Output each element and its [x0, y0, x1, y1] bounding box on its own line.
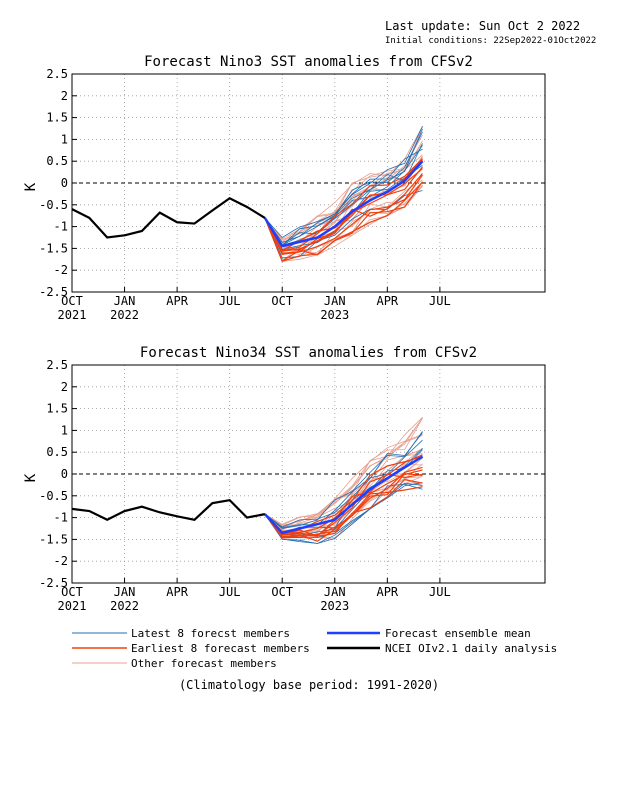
ensemble-mean-line: [263, 455, 424, 535]
earliest-member-line: [264, 466, 423, 536]
latest-member-line: [264, 143, 423, 246]
y-tick-label: -1.5: [39, 532, 68, 546]
latest-member-line: [264, 131, 423, 243]
other-member-line: [264, 417, 423, 526]
chart-title: Forecast Nino3 SST anomalies from CFSv2: [144, 54, 473, 70]
legend-obs-label: NCEI OIv2.1 daily analysis: [385, 642, 557, 655]
observed-analysis-line: [71, 196, 266, 239]
earliest-member-line: [264, 181, 423, 262]
y-tick-label: 0: [61, 467, 68, 481]
latest-member-line: [264, 439, 423, 529]
legend-latest-label: Latest 8 forecst members: [131, 627, 290, 640]
x-tick-year-label: 2021: [58, 308, 87, 322]
y-axis-label: K: [23, 473, 39, 482]
y-tick-label: 1.5: [46, 402, 68, 416]
x-tick-label: OCT: [271, 294, 293, 308]
earliest-member-line: [264, 181, 423, 262]
y-tick-label: 2: [61, 89, 68, 103]
latest-member-line: [264, 483, 423, 544]
x-tick-year-label: 2022: [110, 308, 139, 322]
x-tick-label: APR: [376, 294, 398, 308]
x-tick-label: JUL: [429, 294, 451, 308]
y-tick-label: 0.5: [46, 154, 68, 168]
x-tick-label: JAN: [114, 585, 136, 599]
y-tick-label: 1: [61, 423, 68, 437]
legend: Latest 8 forecst members Earliest 8 fore…: [72, 627, 557, 670]
x-tick-label: JAN: [324, 294, 346, 308]
y-tick-label: -0.5: [39, 489, 68, 503]
x-tick-label: JAN: [324, 585, 346, 599]
x-tick-label: OCT: [271, 585, 293, 599]
nino34-panel: Forecast Nino34 SST anomalies from CFSv2…: [23, 345, 546, 613]
other-member-line: [264, 154, 423, 246]
observed-analysis-line: [71, 498, 266, 522]
y-tick-label: -2: [54, 263, 68, 277]
y-tick-label: 1.5: [46, 111, 68, 125]
latest-member-line: [264, 190, 423, 259]
latest-member-line: [264, 482, 423, 544]
y-tick-label: 2.5: [46, 67, 68, 81]
ensemble-mean-line: [263, 160, 424, 248]
legend-mean-label: Forecast ensemble mean: [385, 627, 531, 640]
x-tick-year-label: 2021: [58, 599, 87, 613]
x-tick-label: OCT: [61, 294, 83, 308]
other-member-line: [264, 184, 423, 262]
latest-member-line: [264, 145, 423, 246]
x-tick-label: JUL: [429, 585, 451, 599]
x-tick-label: JAN: [114, 294, 136, 308]
climatology-footnote: (Climatology base period: 1991-2020): [178, 678, 440, 692]
y-tick-label: -1.5: [39, 241, 68, 255]
earliest-member-line: [264, 472, 423, 538]
x-tick-label: OCT: [61, 585, 83, 599]
x-tick-year-label: 2023: [320, 308, 349, 322]
latest-member-line: [264, 432, 423, 528]
last-update-text: Last update: Sun Oct 2 2022: [385, 19, 581, 33]
legend-earliest-label: Earliest 8 forecast members: [131, 642, 310, 655]
x-tick-label: APR: [166, 294, 188, 308]
other-member-line: [264, 126, 423, 240]
x-tick-label: JUL: [219, 294, 241, 308]
other-member-line: [264, 140, 423, 241]
y-tick-label: 2: [61, 380, 68, 394]
y-tick-label: 2.5: [46, 358, 68, 372]
x-tick-label: JUL: [219, 585, 241, 599]
x-tick-label: APR: [166, 585, 188, 599]
y-tick-label: 1: [61, 132, 68, 146]
other-member-line: [264, 126, 423, 243]
initial-conditions-text: Initial conditions: 22Sep2022-01Oct2022: [385, 36, 597, 46]
y-tick-label: -2.5: [39, 285, 68, 299]
latest-member-line: [264, 482, 423, 539]
y-tick-label: 0: [61, 176, 68, 190]
earliest-member-line: [264, 166, 423, 252]
legend-other-label: Other forecast members: [131, 657, 277, 670]
x-tick-label: APR: [376, 585, 398, 599]
nino3-panel: Forecast Nino3 SST anomalies from CFSv2 2…: [23, 54, 546, 322]
chart-title: Forecast Nino34 SST anomalies from CFSv2: [140, 345, 477, 361]
earliest-member-line: [264, 174, 423, 255]
y-tick-label: -2: [54, 554, 68, 568]
y-tick-label: -0.5: [39, 198, 68, 212]
x-tick-year-label: 2022: [110, 599, 139, 613]
earliest-member-line: [264, 158, 423, 252]
y-tick-label: -1: [54, 220, 68, 234]
y-axis-label: K: [23, 182, 39, 191]
y-tick-label: 0.5: [46, 445, 68, 459]
y-tick-label: -1: [54, 511, 68, 525]
y-tick-label: -2.5: [39, 576, 68, 590]
latest-member-line: [264, 431, 423, 529]
latest-member-line: [264, 128, 423, 247]
x-tick-year-label: 2023: [320, 599, 349, 613]
latest-member-line: [264, 126, 423, 239]
